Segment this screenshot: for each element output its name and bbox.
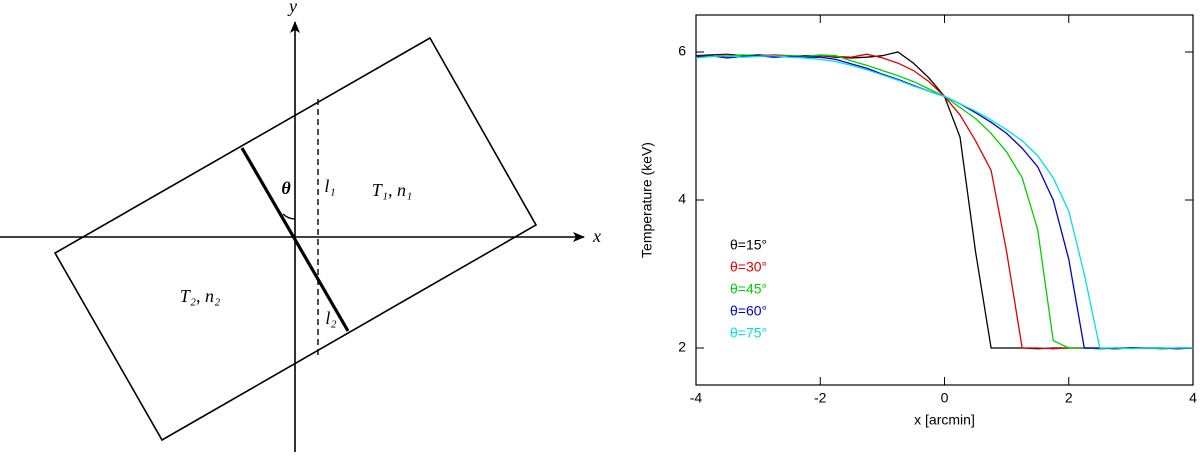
x-tick-label: 0 (941, 390, 949, 406)
x-axis-title: x [arcmin] (914, 412, 975, 428)
x-tick-label: -4 (690, 390, 703, 406)
legend-entry: θ=75° (730, 325, 767, 341)
series-line (695, 55, 1194, 350)
l1-label: l₁ (324, 176, 335, 196)
y-tick-label: 4 (678, 191, 686, 207)
angle-label: θ (281, 178, 291, 198)
series-line (695, 55, 1193, 350)
y-tick-label: 6 (678, 43, 686, 59)
diagram (0, 21, 585, 452)
y-axis-label: y (287, 0, 297, 16)
chart: -4 -2 0 2 4 2 4 6 x [arcmin] Temperature (keV) θ=1… (639, 14, 1197, 428)
x-tick-label: 4 (1189, 390, 1197, 406)
angle-arc (282, 213, 296, 220)
legend-entry: θ=15° (730, 237, 767, 253)
series-line (695, 53, 1194, 350)
legend-entry: θ=60° (730, 303, 767, 319)
series-line (695, 54, 1193, 350)
y-axis-title: Temperature (keV) (639, 142, 655, 258)
region2-label: T₂, n₂ (180, 286, 221, 306)
l2-label: l₂ (325, 308, 336, 328)
region1-label: T₁, n₁ (372, 180, 413, 200)
x-axis-label: x (592, 226, 601, 246)
legend-entry: θ=30° (730, 259, 767, 275)
interface (240, 147, 350, 332)
y-tick-label: 2 (678, 339, 686, 355)
x-tick-label: -2 (814, 390, 827, 406)
legend-entry: θ=45° (730, 281, 767, 297)
x-tick-label: 2 (1065, 390, 1073, 406)
plot-frame (695, 14, 1194, 386)
slab (53, 36, 538, 442)
